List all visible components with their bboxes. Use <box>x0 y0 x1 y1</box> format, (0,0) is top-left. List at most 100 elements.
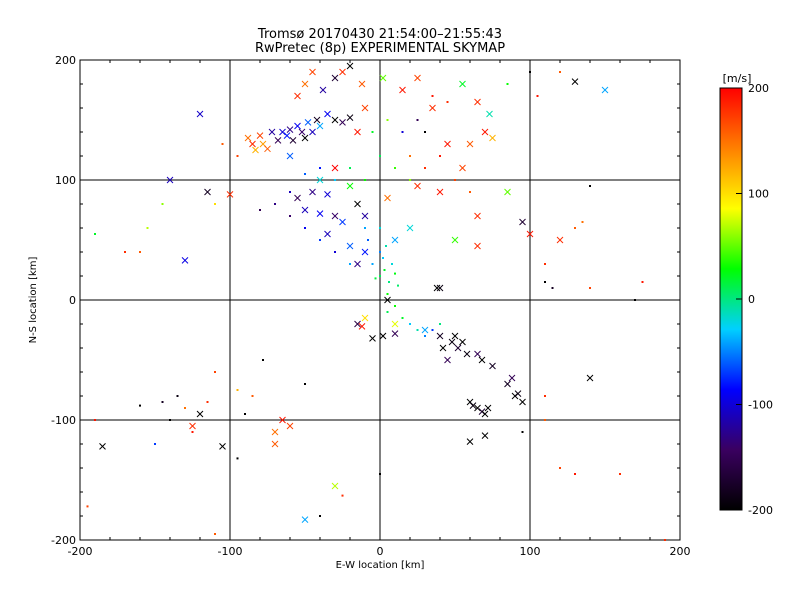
data-point-cross <box>298 128 306 136</box>
data-point-dot <box>388 281 390 283</box>
data-point-dot <box>446 101 449 103</box>
data-point-cross <box>526 230 534 238</box>
data-point-dot <box>536 95 539 97</box>
data-point-cross <box>249 140 256 148</box>
data-point-cross <box>354 128 361 136</box>
data-point-dot <box>341 494 344 497</box>
data-point-cross <box>346 62 354 70</box>
y-tick-label: -100 <box>51 414 76 427</box>
data-point-dot <box>304 227 306 229</box>
data-point-dot <box>439 323 441 325</box>
data-point-cross <box>166 176 174 184</box>
x-tick-label: -200 <box>68 545 93 558</box>
data-point-cross <box>252 146 259 154</box>
data-point-dot <box>184 407 186 409</box>
data-point-dot <box>394 167 396 169</box>
data-point-cross <box>346 242 354 250</box>
data-point-cross <box>451 236 459 244</box>
data-point-cross <box>324 230 331 238</box>
data-point-cross <box>508 374 516 382</box>
data-point-cross <box>304 119 312 126</box>
data-point-cross <box>384 194 391 202</box>
data-point-cross <box>279 416 286 424</box>
data-point-dot <box>383 269 386 271</box>
data-point-cross <box>436 332 444 340</box>
data-point-cross <box>391 236 399 244</box>
data-point-dot <box>169 419 171 421</box>
data-point-cross <box>466 438 474 445</box>
colorbar-tick-label: 200 <box>748 82 769 95</box>
data-point-cross <box>459 164 466 172</box>
data-point-dot <box>559 71 561 73</box>
y-axis-title: N-S location [km] <box>28 257 39 344</box>
data-point-cross <box>454 344 462 352</box>
data-point-dot <box>574 227 576 229</box>
data-point-dot <box>379 473 381 475</box>
data-point-cross <box>189 422 196 430</box>
data-point-dot <box>94 419 96 421</box>
data-point-cross <box>346 114 354 121</box>
data-point-dot <box>619 473 621 475</box>
data-point-dot <box>349 167 351 169</box>
data-point-dot <box>521 431 524 433</box>
data-point-cross <box>459 80 466 88</box>
data-point-cross <box>519 218 526 226</box>
data-point-cross <box>294 194 301 202</box>
data-point-cross <box>301 206 309 214</box>
data-point-cross <box>271 440 279 448</box>
x-tick-label: -100 <box>218 545 243 558</box>
data-point-dot <box>401 317 404 319</box>
data-point-cross <box>361 314 369 322</box>
data-point-cross <box>481 432 489 439</box>
data-point-cross <box>439 344 447 352</box>
data-point-cross <box>289 137 297 144</box>
data-point-cross <box>484 404 492 412</box>
data-point-cross <box>514 390 522 397</box>
data-point-cross <box>571 78 579 85</box>
data-point-cross <box>474 404 481 412</box>
data-point-cross <box>444 356 451 364</box>
data-point-dot <box>409 323 411 325</box>
colorbar-tick-label: -100 <box>748 399 773 412</box>
data-point-cross <box>414 74 421 82</box>
data-point-dot <box>544 263 546 265</box>
colorbar: [m/s] -200 -100 0 100 200 <box>719 72 773 517</box>
x-tick-label: 100 <box>520 545 541 558</box>
data-point-cross <box>283 132 291 139</box>
data-point-cross <box>489 362 496 370</box>
data-point-dot <box>364 227 366 229</box>
data-point-dot <box>386 119 389 121</box>
data-point-dot <box>391 263 393 265</box>
data-point-cross <box>286 126 294 133</box>
data-point-cross <box>354 260 361 268</box>
data-point-cross <box>324 110 331 118</box>
data-point-cross <box>444 140 451 148</box>
data-point-cross <box>379 332 387 340</box>
data-point-dot <box>379 275 381 277</box>
data-point-cross <box>294 92 301 100</box>
data-point-cross <box>286 152 294 160</box>
data-point-cross <box>391 320 399 328</box>
y-tick-label: 0 <box>69 294 76 307</box>
data-point-cross <box>309 68 316 76</box>
data-point-dot <box>371 263 374 265</box>
data-point-cross <box>384 296 391 304</box>
colorbar-tick-label: 0 <box>748 293 755 306</box>
data-point-cross <box>309 188 316 196</box>
data-point-cross <box>504 188 511 196</box>
data-point-dot <box>379 155 381 157</box>
data-point-cross <box>406 224 414 232</box>
y-tick-label: 100 <box>55 174 76 187</box>
data-point-cross <box>474 350 481 358</box>
data-point-cross <box>313 116 321 124</box>
data-point-cross <box>196 410 204 418</box>
data-point-dot <box>259 209 261 211</box>
data-point-cross <box>463 350 471 358</box>
data-point-cross <box>474 212 481 220</box>
data-point-cross <box>361 212 369 220</box>
data-point-dot <box>641 281 644 283</box>
data-point-dot <box>574 473 576 475</box>
data-point-cross <box>358 80 366 88</box>
data-point-dot <box>124 251 126 253</box>
